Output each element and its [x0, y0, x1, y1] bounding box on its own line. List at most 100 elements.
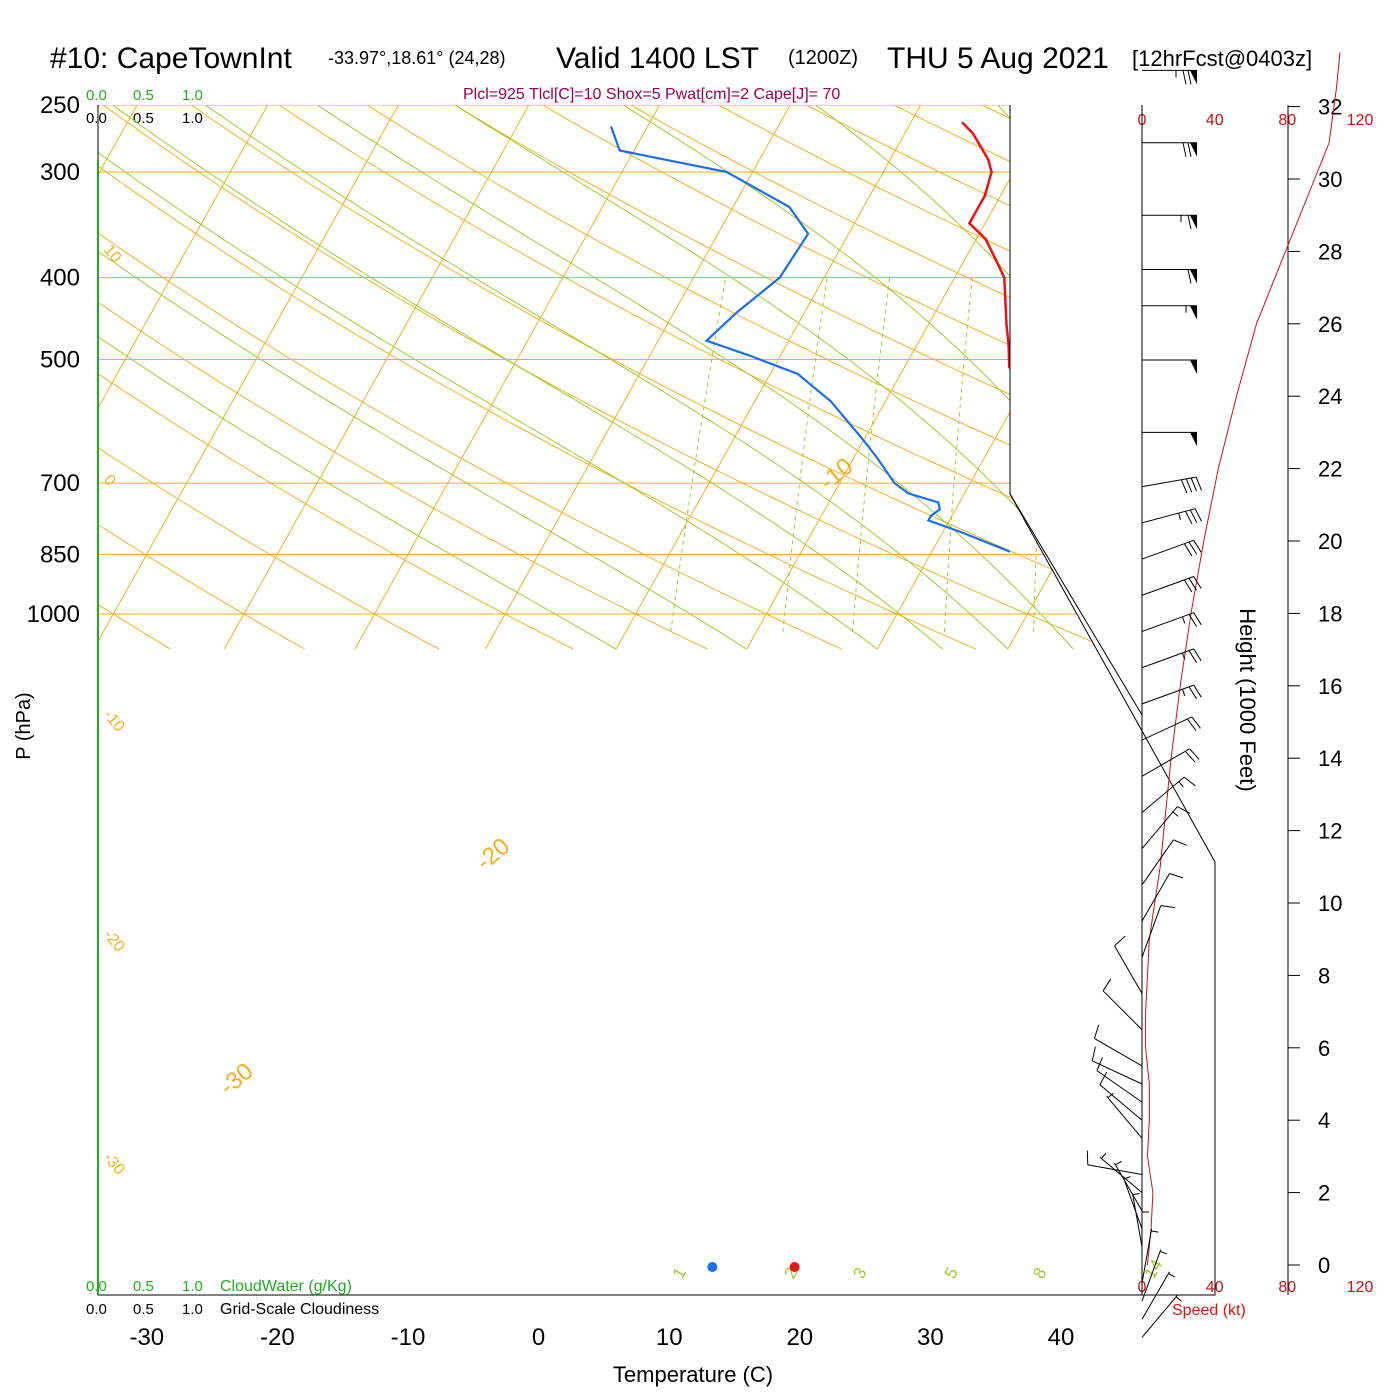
- top-cloudiness-tick: 1.0: [182, 110, 203, 127]
- pressure-tick-label: 400: [40, 265, 80, 292]
- wind-barb-flag: [1114, 935, 1126, 947]
- wind-barb-staff: [1141, 806, 1178, 850]
- pressure-tick-label: 300: [40, 159, 80, 186]
- wind-barb-flag: [1187, 142, 1192, 157]
- temperature-tick-label: -20: [260, 1324, 295, 1351]
- wind-barb-half-flag: [1181, 689, 1186, 696]
- wind-barb-flag: [1177, 806, 1191, 814]
- height-tick-label: 22: [1318, 457, 1342, 482]
- height-tick-label: 20: [1318, 529, 1342, 554]
- wind-barb-half-flag: [1168, 1272, 1175, 1278]
- wind-barb: [1141, 839, 1187, 886]
- isotherm-line: [98, 105, 184, 650]
- wind-barb-pennant: [1190, 215, 1197, 230]
- wind-barb-pennant: [1190, 269, 1197, 284]
- wind-barb-staff: [1141, 684, 1194, 705]
- isotherm-line: [1007, 105, 1215, 650]
- wind-barb-staff: [1091, 1060, 1143, 1085]
- wind-barb: [1141, 539, 1202, 560]
- wind-barb-flag: [1188, 686, 1198, 700]
- wind-barb-flag: [1190, 477, 1198, 492]
- temperature-tick-label: 0: [532, 1324, 545, 1351]
- wind-barb-flag: [1173, 839, 1187, 846]
- dry-adiabat-line: [98, 105, 574, 650]
- height-tick-label: 6: [1318, 1036, 1330, 1061]
- wind-barb: [1141, 1228, 1159, 1284]
- top-cloudwater-tick: 0.0: [86, 87, 107, 104]
- wind-barb-flag: [1194, 508, 1203, 522]
- wind-barb-staff: [1114, 945, 1143, 994]
- speed-tick-top: 80: [1278, 112, 1296, 129]
- dry-adiabat-label: 0: [100, 472, 119, 490]
- mixing-ratio-line: [944, 277, 973, 633]
- top-cloudiness-tick: 0.0: [86, 110, 107, 127]
- wind-barb-flag: [1183, 543, 1193, 557]
- top-cloudiness-tick: 0.5: [133, 110, 154, 127]
- height-tick-label: 14: [1318, 746, 1342, 771]
- mixing-ratio-label: 8: [1029, 1264, 1050, 1282]
- temperature-tick-label: 30: [917, 1324, 944, 1351]
- wind-barb-half-flag: [1115, 1160, 1122, 1166]
- station-title: #10: CapeTownInt: [50, 42, 292, 75]
- wind-barb-staff: [1141, 905, 1162, 958]
- wind-barb: [1114, 935, 1143, 994]
- forecast-run: [12hrFcst@0403z]: [1132, 46, 1312, 71]
- wind-barb: [1142, 69, 1197, 85]
- wind-barb-flag: [1193, 540, 1202, 553]
- wind-barb-pennant: [1190, 70, 1197, 85]
- wind-barb: [1141, 1271, 1175, 1320]
- pressure-tick-label: 250: [40, 92, 80, 119]
- height-tick-label: 10: [1318, 891, 1342, 916]
- isotherm-line: [615, 105, 968, 650]
- mixing-ratio-label: 5: [941, 1264, 962, 1282]
- wind-barb-staff: [1102, 990, 1143, 1031]
- wind-barb: [1141, 748, 1200, 777]
- wind-barb-staff: [1099, 1084, 1143, 1121]
- dry-adiabat-label: -20: [100, 927, 128, 956]
- wind-barb-staff: [1141, 839, 1174, 886]
- wind-barb-flag: [1184, 750, 1196, 763]
- speed-tick-bottom: 40: [1206, 1279, 1224, 1296]
- wind-barb-staff: [1106, 1095, 1143, 1139]
- wind-barb-staff: [1141, 1249, 1162, 1302]
- wind-barb-flag: [1160, 905, 1176, 909]
- mixing-ratio-line: [1377, 278, 1399, 632]
- wind-barb: [1141, 476, 1202, 494]
- wind-barb-flag: [1183, 579, 1193, 593]
- wind-barb-flag: [1187, 269, 1192, 284]
- chart-frame: [97, 105, 1216, 1296]
- wind-barb: [1086, 1150, 1143, 1175]
- moist-adiabat-line: [98, 105, 617, 650]
- top-cloudwater-tick: 1.0: [182, 87, 203, 104]
- hodo-boundary-line: [1009, 493, 1143, 716]
- wind-barb: [1131, 1192, 1143, 1247]
- wind-barb-flag: [1096, 1057, 1103, 1071]
- wind-barb: [1141, 905, 1176, 958]
- wind-barb-staff: [1094, 1037, 1143, 1067]
- wind-barb-half-flag: [1172, 811, 1179, 817]
- bottom-cloudwater-tick: 0.0: [86, 1278, 107, 1295]
- mixing-ratio-label: 3: [849, 1264, 870, 1282]
- bottom-cloudwater-tick: 0.5: [133, 1278, 154, 1295]
- isotherm-label: 0: [1029, 325, 1057, 354]
- temperature-line: [961, 121, 1010, 371]
- temperature-tick-label: -30: [129, 1324, 164, 1351]
- speed-axis-label: Speed (kt): [1172, 1302, 1246, 1319]
- moist-adiabat-line: [139, 105, 1009, 650]
- wind-barb-half-flag: [1178, 512, 1181, 520]
- cloudwater-label: CloudWater (g/Kg): [220, 1278, 352, 1295]
- dry-adiabat-line: [324, 105, 1215, 650]
- wind-barb-flag: [1185, 478, 1193, 493]
- wind-barb-flag: [1099, 1071, 1108, 1086]
- wind-barb: [1141, 684, 1202, 705]
- isotherm-line: [98, 105, 445, 650]
- wind-barb: [1099, 1071, 1143, 1121]
- wind-barb-staff: [1141, 612, 1194, 632]
- wind-barb-staff: [1141, 576, 1194, 596]
- dry-adiabat-label: 10: [100, 242, 125, 267]
- height-tick-label: 12: [1318, 819, 1342, 844]
- wind-barb-pennant: [1190, 360, 1197, 374]
- wind-barb-staff: [1141, 716, 1193, 741]
- mixing-ratio-line: [1297, 278, 1308, 632]
